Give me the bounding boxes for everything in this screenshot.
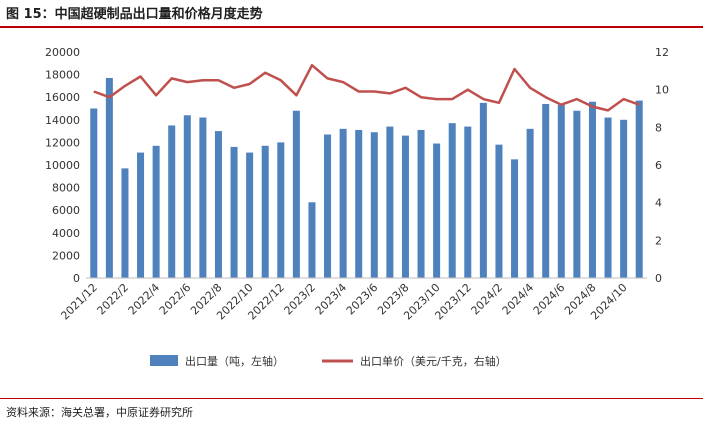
y-left-tick-label: 14000 — [45, 114, 80, 127]
y-right-tick-label: 12 — [655, 46, 669, 59]
legend-bar-swatch — [150, 355, 178, 366]
bar — [620, 119, 628, 278]
bar — [542, 103, 550, 278]
y-left-tick-label: 12000 — [45, 136, 80, 149]
bar — [308, 202, 316, 278]
y-right-tick-label: 2 — [655, 234, 662, 247]
x-tick-label: 2024/4 — [500, 281, 537, 318]
bar — [386, 126, 394, 278]
title-rule — [0, 26, 703, 28]
bar — [401, 135, 409, 278]
x-tick-label: 2024/2 — [469, 281, 506, 318]
bar — [433, 143, 441, 278]
bar — [339, 128, 347, 278]
bar — [495, 144, 503, 278]
legend-bar-label: 出口量（吨，左轴） — [185, 354, 284, 368]
x-tick-label: 2023/2 — [282, 281, 319, 318]
y-right-tick-label: 0 — [655, 272, 662, 285]
bar — [464, 126, 472, 278]
figure-title-bar: 图 15：中国超硬制品出口量和价格月度走势 — [0, 0, 703, 26]
y-left-tick-label: 16000 — [45, 91, 80, 104]
bar — [137, 152, 145, 278]
y-left-tick-label: 4000 — [52, 227, 80, 240]
chart-svg: 0 2000 4000 6000 8000 10000 12000 14000 16000 180… — [45, 46, 669, 368]
y-left-tick-label: 20000 — [45, 46, 80, 59]
x-tick-label: 2022/6 — [157, 281, 194, 318]
y-left-tick-label: 0 — [73, 272, 80, 285]
bar — [230, 146, 238, 278]
bar — [292, 110, 300, 278]
bar — [105, 77, 113, 278]
x-tick-label: 2023/4 — [313, 281, 350, 318]
y-left-tick-label: 18000 — [45, 69, 80, 82]
footer-rule — [0, 398, 703, 399]
y-right-tick-label: 4 — [655, 197, 662, 210]
bar — [152, 145, 160, 278]
bar — [511, 159, 519, 278]
bar — [277, 142, 285, 278]
bar — [90, 108, 98, 278]
bar — [214, 131, 222, 278]
x-tick-label: 2022/4 — [126, 281, 163, 318]
bar — [168, 125, 176, 278]
bar — [573, 110, 581, 278]
bar — [199, 117, 207, 278]
bar — [370, 132, 378, 278]
bar — [324, 134, 332, 278]
y-right-tick-label: 6 — [655, 159, 662, 172]
bar — [635, 100, 643, 278]
bar — [261, 145, 269, 278]
bar — [557, 105, 565, 278]
source-note: 资料来源：海关总署，中原证券研究所 — [6, 406, 193, 419]
y-left-tick-label: 2000 — [52, 249, 80, 262]
x-tick-label: 2023/6 — [344, 281, 381, 318]
bar — [604, 117, 612, 278]
bar — [183, 115, 191, 278]
bar — [526, 128, 534, 278]
x-tick-label: 2024/6 — [531, 281, 568, 318]
y-left-tick-label: 6000 — [52, 204, 80, 217]
figure-title: 图 15：中国超硬制品出口量和价格月度走势 — [6, 7, 263, 22]
bar — [479, 102, 487, 278]
legend-line-label: 出口单价（美元/千克，右轴） — [360, 354, 507, 368]
bar — [121, 168, 129, 278]
y-left-tick-label: 10000 — [45, 159, 80, 172]
x-tick-label: 2022/2 — [95, 281, 132, 318]
bar — [246, 152, 254, 278]
y-right-tick-label: 10 — [655, 84, 669, 97]
price-line — [93, 63, 640, 112]
bar — [588, 101, 596, 278]
y-right-tick-label: 8 — [655, 121, 662, 134]
x-tick-label: 2021/12 — [58, 281, 100, 323]
bar — [417, 129, 425, 278]
bar — [448, 123, 456, 278]
y-left-tick-label: 8000 — [52, 182, 80, 195]
bar — [355, 129, 363, 278]
